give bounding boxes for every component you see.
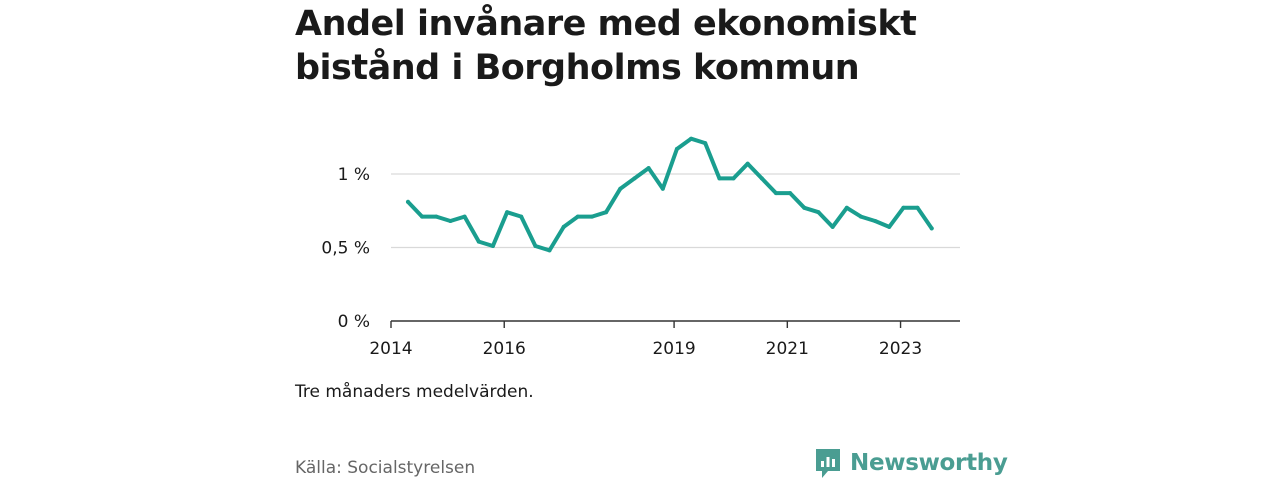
source-label: Källa: Socialstyrelsen — [295, 458, 476, 478]
chart-note: Tre månaders medelvärden. — [295, 382, 534, 402]
data-point — [632, 176, 637, 181]
data-point — [915, 205, 920, 210]
gridlines — [391, 173, 960, 249]
data-point — [802, 205, 807, 210]
chart-title: Andel invånare med ekonomiskt bistånd i … — [295, 4, 917, 88]
data-point — [830, 224, 835, 229]
brand-name: Newsworthy — [850, 450, 1008, 476]
data-point — [689, 136, 694, 141]
data-point — [759, 176, 764, 181]
data-point — [929, 226, 934, 231]
series-layer — [406, 136, 934, 253]
data-point — [561, 224, 566, 229]
data-point — [476, 239, 481, 244]
data-point — [590, 214, 594, 219]
data-point — [717, 176, 722, 181]
x-tick-label: 2019 — [652, 339, 695, 359]
y-tick-label: 1 % — [338, 165, 370, 185]
data-point — [674, 147, 679, 151]
data-point — [788, 191, 793, 196]
data-point — [618, 186, 623, 191]
data-point — [731, 176, 736, 181]
y-tick-label: 0,5 % — [321, 239, 370, 259]
data-point — [816, 210, 821, 215]
x-tick-label: 2023 — [879, 339, 922, 359]
data-point — [490, 244, 495, 248]
data-point — [604, 210, 609, 215]
data-point — [434, 214, 439, 219]
data-point — [703, 141, 708, 146]
data-point — [420, 214, 425, 219]
data-point — [505, 210, 510, 215]
data-point — [406, 199, 410, 204]
data-point — [646, 166, 651, 171]
data-point — [575, 214, 580, 219]
data-point — [873, 219, 878, 223]
y-axis-ticks: 0 % 0,5 % 1 % — [321, 165, 370, 332]
data-point — [844, 205, 849, 210]
data-point — [858, 214, 863, 219]
data-point — [887, 224, 892, 229]
data-point — [547, 248, 552, 253]
series-line — [406, 136, 934, 253]
data-point — [660, 186, 665, 191]
data-point — [533, 244, 538, 248]
x-axis-ticks: 2014 2016 2019 2021 2023 — [369, 321, 922, 359]
y-tick-label: 0 % — [338, 312, 370, 332]
x-tick-label: 2021 — [766, 339, 809, 359]
data-point — [745, 161, 750, 166]
newsworthy-logo-icon — [816, 449, 840, 478]
x-tick-label: 2016 — [483, 339, 526, 359]
data-point — [774, 191, 778, 196]
data-point — [448, 219, 453, 223]
data-point — [462, 214, 467, 219]
x-tick-label: 2014 — [369, 339, 412, 359]
brand-logo: Newsworthy — [814, 447, 1008, 479]
data-point — [901, 205, 906, 210]
data-point — [519, 214, 524, 219]
